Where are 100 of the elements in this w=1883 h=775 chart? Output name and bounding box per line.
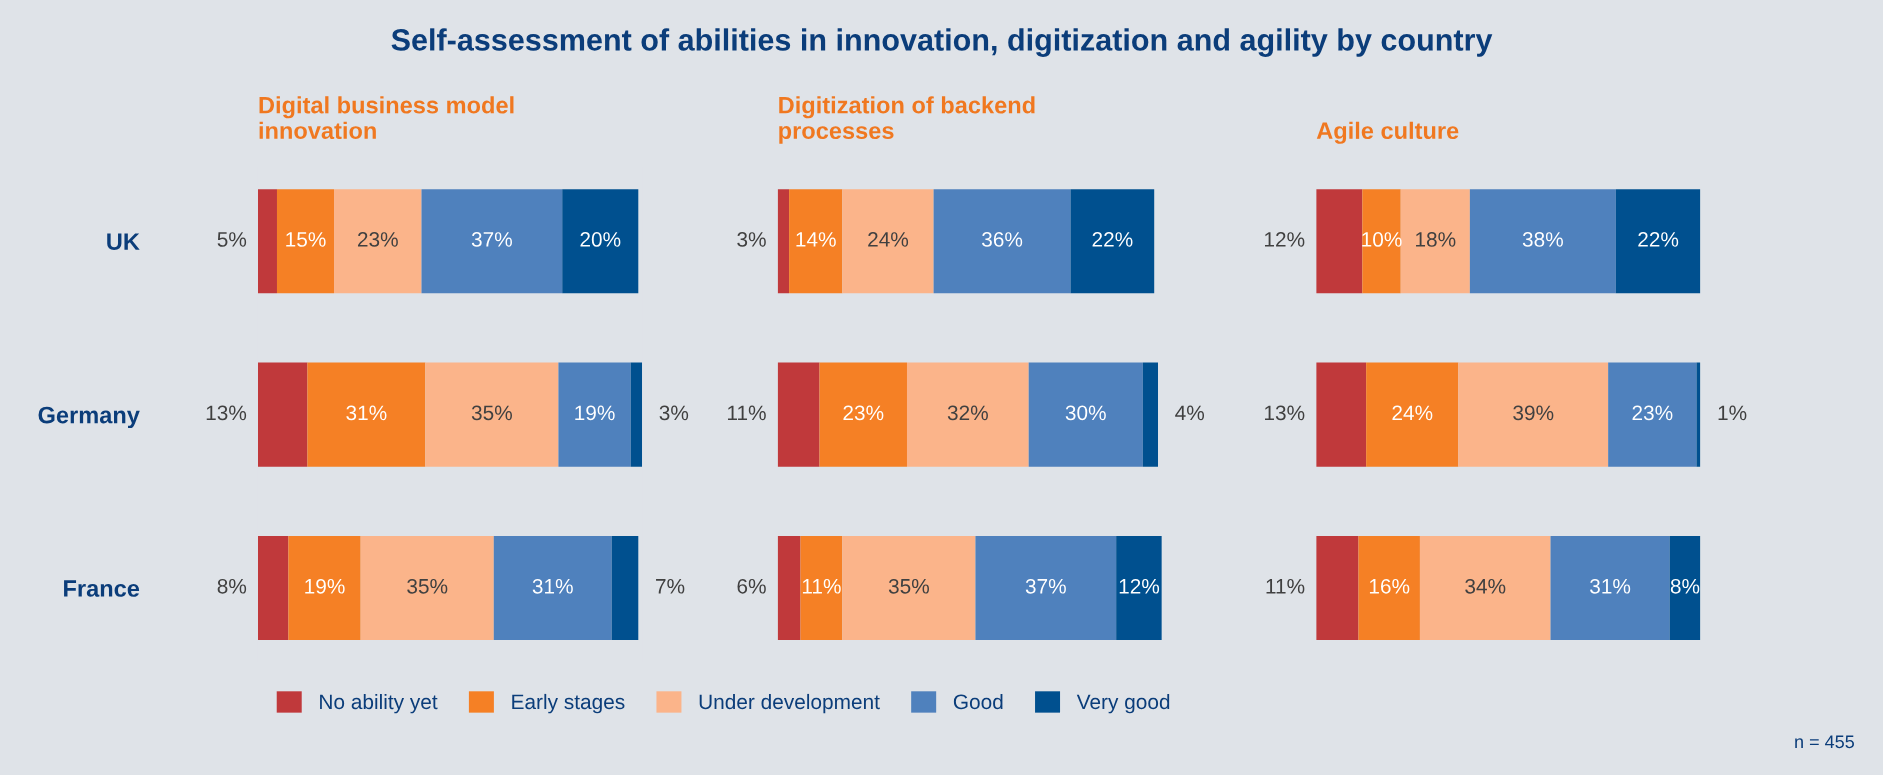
bar	[421, 189, 563, 294]
data-label: 37%	[1025, 578, 1066, 594]
data-label: 7%	[656, 578, 685, 594]
data-label: 22%	[1092, 232, 1133, 247]
bar	[819, 362, 907, 467]
data-label: 8%	[1670, 578, 1700, 594]
bar	[1070, 189, 1155, 294]
data-label: 18%	[1416, 232, 1456, 247]
bar	[1550, 536, 1670, 641]
data-label: 4%	[1175, 405, 1205, 421]
data-label: 31%	[1590, 578, 1631, 594]
bar	[1358, 536, 1420, 641]
data-label: 5%	[217, 232, 247, 247]
bar	[334, 189, 422, 294]
data-label: 14%	[796, 232, 836, 247]
data-label: 35%	[888, 578, 929, 594]
bar	[1366, 362, 1459, 467]
data-label: 23%	[843, 405, 884, 421]
legend-label: No ability yet	[320, 693, 438, 714]
data-label: 23%	[1632, 405, 1673, 421]
text: n = 455	[1795, 735, 1854, 749]
bar	[493, 536, 612, 641]
data-label: 11%	[728, 405, 766, 421]
bar	[611, 536, 639, 641]
bar	[1608, 362, 1697, 467]
data-label: 19%	[305, 578, 345, 594]
data-label: 8%	[217, 578, 247, 594]
bar	[1615, 189, 1701, 294]
data-label: 37%	[471, 232, 512, 247]
bar	[1028, 362, 1143, 467]
data-label: 22%	[1638, 232, 1679, 247]
data-label: 24%	[868, 232, 909, 247]
data-label: 38%	[1522, 232, 1563, 247]
data-label: 3%	[659, 405, 689, 421]
bar	[630, 362, 643, 467]
bar	[842, 189, 934, 294]
bar	[425, 362, 559, 467]
y-tick-label: UK	[107, 233, 140, 250]
bar	[1142, 362, 1159, 467]
data-label: 35%	[471, 405, 512, 421]
data-label: 24%	[1392, 405, 1433, 421]
bar	[307, 362, 426, 467]
chart-title: Agile culture	[1316, 121, 1459, 144]
data-label: 11%	[802, 578, 841, 594]
data-label: 39%	[1513, 405, 1554, 421]
y-tick-label: Germany	[38, 406, 140, 429]
bar	[1419, 536, 1551, 641]
bar	[558, 362, 631, 467]
bar	[975, 536, 1117, 641]
data-label: 1%	[1718, 405, 1747, 421]
bar	[257, 536, 289, 641]
legend-label: Very good	[1076, 693, 1170, 714]
data-label: 35%	[407, 578, 448, 594]
data-label: 31%	[532, 578, 573, 594]
chart-title: Digital business model innovation	[259, 96, 514, 140]
bar	[842, 536, 976, 641]
bar	[276, 189, 335, 294]
y-tick-label: France	[64, 580, 140, 597]
data-label: 12%	[1119, 578, 1160, 594]
data-label: 3%	[737, 232, 766, 247]
bar	[1400, 189, 1470, 294]
legend-label: Early stages	[512, 693, 625, 714]
data-label: 20%	[580, 232, 621, 247]
bar	[257, 362, 308, 467]
data-label: 32%	[947, 405, 988, 421]
bar	[288, 536, 361, 641]
bar	[789, 189, 843, 294]
data-label: 19%	[575, 405, 615, 421]
data-label: 36%	[982, 232, 1023, 247]
bar	[1316, 362, 1367, 467]
bar	[1469, 189, 1616, 294]
bar	[360, 536, 494, 641]
bar	[257, 189, 277, 294]
data-label: 23%	[357, 232, 398, 247]
bar	[562, 189, 639, 294]
data-label: 34%	[1465, 578, 1506, 594]
data-label: 10%	[1362, 232, 1402, 247]
bar	[1116, 536, 1162, 641]
data-label: 15%	[286, 232, 326, 247]
data-label: 31%	[346, 405, 387, 421]
legend-label: Under development	[699, 693, 880, 714]
bar	[1362, 189, 1401, 294]
bar	[906, 362, 1029, 467]
data-label: 13%	[1265, 405, 1305, 421]
bar	[1316, 189, 1363, 294]
bar	[1669, 536, 1701, 641]
text: Self-assessment of abilities in innovation, digitization and agility by country	[391, 28, 1493, 57]
chart-title: Digitization of backend processes	[779, 96, 1035, 144]
bar	[1458, 362, 1609, 467]
data-label: 30%	[1065, 405, 1106, 421]
data-label: 13%	[206, 405, 247, 421]
bar	[933, 189, 1071, 294]
bar	[777, 189, 790, 294]
data-label: 16%	[1369, 578, 1410, 594]
bar	[777, 536, 801, 641]
data-label: 12%	[1265, 232, 1305, 247]
data-label: 6%	[737, 578, 766, 594]
bar	[777, 362, 820, 467]
legend-label: Good	[953, 693, 1003, 710]
data-label: 11%	[1266, 578, 1305, 594]
